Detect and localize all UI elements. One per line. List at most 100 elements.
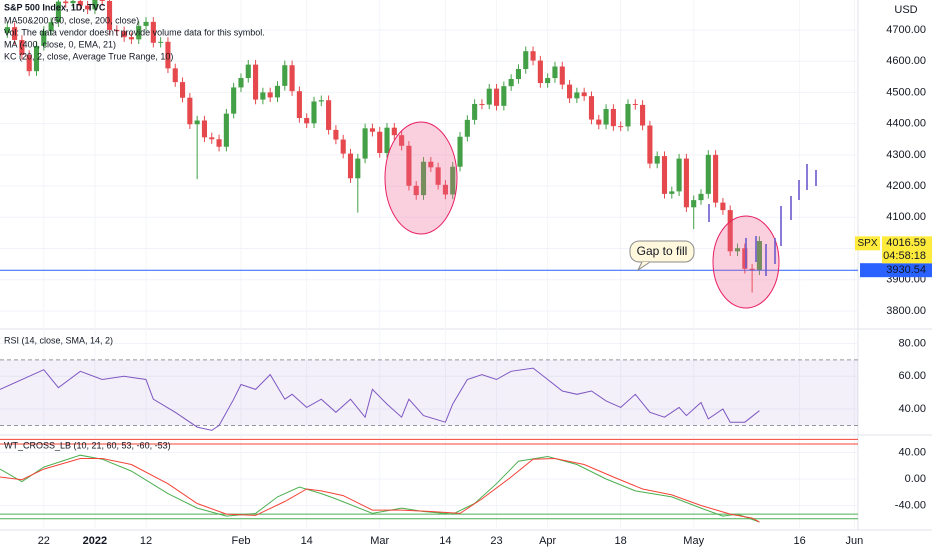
- candle-body: [442, 184, 448, 195]
- y-tick-label: 4300.00: [886, 149, 926, 161]
- candle-body: [486, 88, 492, 105]
- callout-text: Gap to fill: [637, 244, 688, 258]
- candle-body: [654, 156, 660, 164]
- candle-body: [179, 82, 186, 98]
- candle-body: [55, 1, 61, 23]
- candle-body: [4, 27, 10, 34]
- candle-body: [406, 145, 412, 186]
- candle-body: [742, 248, 748, 269]
- candle-body: [304, 118, 310, 124]
- candle-body: [713, 154, 719, 203]
- candle-body: [756, 241, 762, 271]
- candle-body: [106, 0, 113, 30]
- y-tick-label: 4600.00: [886, 55, 926, 67]
- x-tick-label: Feb: [231, 535, 250, 547]
- price-label-box: [860, 263, 932, 278]
- candle-body: [610, 108, 616, 127]
- candle-body: [136, 25, 142, 40]
- y-tick-label: 3800.00: [886, 305, 926, 317]
- candle-body: [92, 0, 98, 10]
- candle-body: [574, 92, 580, 99]
- candle-body: [318, 100, 324, 102]
- candle-body: [355, 158, 361, 179]
- x-tick-label: 12: [140, 535, 152, 547]
- indicator-line: [0, 367, 760, 431]
- candle-body: [41, 30, 47, 46]
- symbol-title: S&P 500 Index, 1D, TVC: [4, 2, 106, 12]
- candle-body: [435, 167, 441, 185]
- candle-body: [165, 41, 171, 69]
- candle-body: [640, 104, 646, 126]
- candle-body: [201, 120, 208, 138]
- candle-body: [216, 139, 222, 147]
- projection-bars: [708, 164, 817, 276]
- indicator-legend: KC (20, 2, close, Average True Range, 10…: [4, 51, 173, 61]
- x-tick-label: 22: [38, 535, 50, 547]
- candle-body: [347, 153, 354, 179]
- candle-body: [472, 103, 478, 120]
- currency-label: USD: [894, 4, 917, 16]
- candle-body: [114, 29, 120, 32]
- y-tick-label: 40.00: [898, 446, 926, 458]
- candle-body: [223, 113, 229, 147]
- candle-body: [150, 21, 156, 43]
- candle-body: [625, 103, 631, 127]
- candle-body: [377, 131, 383, 153]
- candle-body: [705, 154, 711, 194]
- x-tick-label: 2022: [83, 535, 107, 547]
- candle-body: [19, 39, 25, 55]
- candle-body: [464, 119, 470, 137]
- candle-body: [77, 0, 83, 6]
- x-tick-label: Mar: [370, 535, 389, 547]
- x-tick-label: 14: [301, 535, 313, 547]
- indicator-legend: RSI (14, close, SMA, 14, 2): [4, 335, 113, 345]
- candle-body: [661, 156, 668, 194]
- y-tick-label: 60.00: [898, 370, 926, 382]
- symbol-label: SPX: [857, 238, 877, 249]
- candle-body: [121, 31, 127, 38]
- candle-body: [691, 200, 697, 208]
- rsi-band: [0, 359, 858, 426]
- candle-body: [457, 136, 463, 167]
- candle-body: [567, 84, 573, 99]
- candle-body: [48, 22, 54, 31]
- annotations: Gap to fill S&P 500 Index, 1D, TVC MA50&…: [4, 2, 932, 450]
- candle-body: [530, 51, 536, 61]
- y-tick-label: 4500.00: [886, 86, 926, 98]
- candle-body: [172, 68, 178, 83]
- candle-body: [158, 41, 164, 43]
- x-tick-label: May: [683, 535, 704, 547]
- indicator-legend: MA50&200 (50, close, 200, close): [4, 15, 139, 25]
- candle-body: [501, 86, 507, 106]
- indicator-line: [0, 454, 760, 523]
- candle-body: [676, 158, 682, 192]
- candle-body: [632, 103, 638, 105]
- candle-body: [267, 92, 273, 98]
- candle-body: [545, 78, 551, 84]
- indicator-legend: Vol: The data vendor doesn't provide vol…: [4, 27, 265, 37]
- callout-box: [629, 240, 695, 263]
- candle-body: [282, 65, 288, 86]
- candle-body: [63, 1, 69, 4]
- y-tick-label: 40.00: [898, 403, 926, 415]
- candle-body: [493, 88, 500, 106]
- candle-body: [515, 68, 522, 79]
- price-label: 3930.54: [886, 264, 926, 276]
- y-tick-label: 80.00: [898, 337, 926, 349]
- candle-body: [508, 78, 514, 87]
- candle-body: [128, 37, 134, 40]
- candle-body: [33, 45, 40, 72]
- candle-body: [333, 129, 339, 140]
- candle-body: [26, 54, 32, 72]
- candle-body: [603, 108, 609, 125]
- last-price-box: [882, 236, 932, 264]
- x-tick-label: Jun: [845, 535, 863, 547]
- candle-body: [209, 137, 215, 140]
- candle-body: [698, 193, 704, 201]
- x-tick-label: 23: [490, 535, 502, 547]
- y-tick-label: 0.00: [905, 473, 926, 485]
- candle-body: [523, 51, 529, 69]
